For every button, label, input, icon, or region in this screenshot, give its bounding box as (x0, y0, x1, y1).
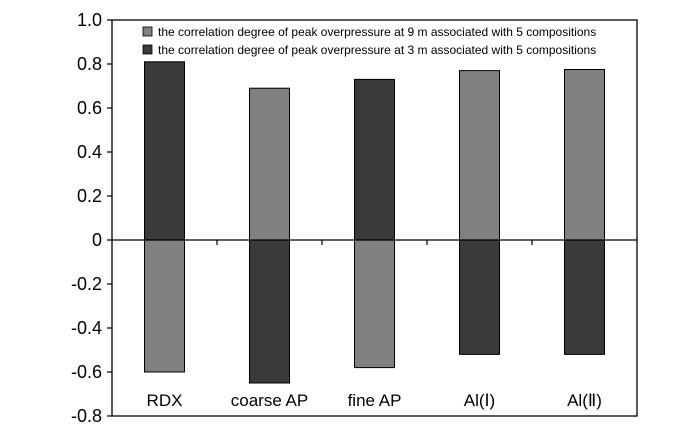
bar-series-2-1 (249, 239, 290, 384)
bar-series-2-0 (144, 61, 185, 241)
y-tick-label: -0.8 (71, 406, 102, 426)
legend-swatch-series-2 (142, 44, 153, 55)
y-tick-label: 0 (92, 230, 102, 250)
bar-series-1-3 (459, 70, 500, 241)
category-label: Al(Ⅰ) (464, 391, 495, 410)
category-label: RDX (147, 391, 183, 410)
bar-series-1-1 (249, 87, 290, 241)
bar-series-1-4 (564, 69, 605, 241)
bar-series-2-4 (564, 239, 605, 355)
bar-series-2-3 (459, 239, 500, 355)
category-label: coarse AP (231, 391, 309, 410)
legend-swatch-series-1 (142, 26, 153, 37)
bar-series-2-2 (354, 78, 395, 241)
category-label: Al(Ⅱ) (567, 391, 602, 410)
y-tick-label: 0.8 (77, 54, 102, 74)
x-axis-ticks (216, 240, 533, 245)
y-tick-label: -0.4 (71, 318, 102, 338)
category-label: fine AP (348, 391, 402, 410)
y-tick-label: -0.6 (71, 362, 102, 382)
y-tick-label: 0.2 (77, 186, 102, 206)
legend-label-series-2: the correlation degree of peak overpress… (158, 43, 596, 57)
y-tick-label: -0.2 (71, 274, 102, 294)
category-labels: RDX coarse AP fine AP Al(Ⅰ) Al(Ⅱ) (147, 391, 602, 410)
bar-series-1-0 (144, 239, 185, 373)
bar-series-1-2 (354, 239, 395, 369)
legend: the correlation degree of peak overpress… (142, 25, 596, 57)
y-tick-label: 1.0 (77, 10, 102, 30)
y-tick-label: 0.6 (77, 98, 102, 118)
y-tick-label: 0.4 (77, 142, 102, 162)
y-axis: -0.8 -0.6 -0.4 -0.2 0 0.2 0.4 0.6 0.8 1.0 (71, 10, 112, 426)
legend-label-series-1: the correlation degree of peak overpress… (158, 25, 596, 39)
